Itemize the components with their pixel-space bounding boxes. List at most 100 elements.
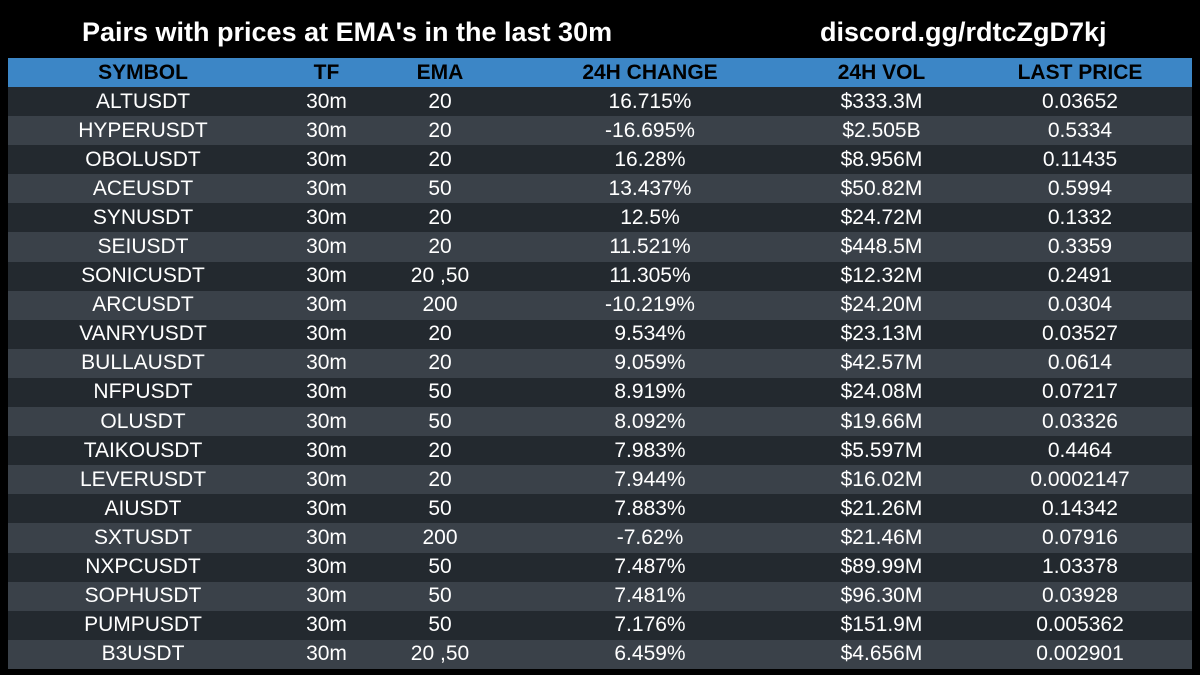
change-cell: 11.521% xyxy=(609,235,691,259)
table-row[interactable]: SONICUSDT 30m 20 ,50 11.305% $12.32M 0.2491 xyxy=(8,261,1192,291)
symbol-cell: AIUSDT xyxy=(104,496,182,520)
price-cell: 0.07217 xyxy=(1042,380,1118,404)
table-row[interactable]: PUMPUSDT 30m 50 7.176% $151.9M 0.005362 xyxy=(8,610,1192,640)
change-cell: -7.62% xyxy=(616,525,684,549)
symbol-cell: HYPERUSDT xyxy=(78,118,208,142)
symbol-cell: ARCUSDT xyxy=(92,293,194,317)
change-cell: 11.305% xyxy=(609,264,691,288)
volume-cell: $89.99M xyxy=(840,555,923,579)
ema-cell: 20 xyxy=(428,467,452,491)
change-cell: 8.092% xyxy=(614,409,686,433)
tf-cell: 30m xyxy=(306,584,347,608)
symbol-cell: SONICUSDT xyxy=(81,264,205,288)
column-header-ema[interactable]: EMA xyxy=(416,60,464,84)
volume-cell: $24.20M xyxy=(840,293,923,317)
change-cell: 16.28% xyxy=(614,147,686,171)
ema-cell: 20 xyxy=(428,322,452,346)
symbol-cell: ALTUSDT xyxy=(95,89,191,113)
column-header-symbol[interactable]: SYMBOL xyxy=(98,60,188,84)
table-row[interactable]: HYPERUSDT 30m 20 -16.695% $2.505B 0.5334 xyxy=(8,116,1192,146)
symbol-cell: B3USDT xyxy=(101,642,185,666)
volume-cell: $16.02M xyxy=(840,467,923,491)
ema-cell: 20 xyxy=(428,205,452,229)
table-row[interactable]: NFPUSDT 30m 50 8.919% $24.08M 0.07217 xyxy=(8,377,1192,408)
table-row[interactable]: SOPHUSDT 30m 50 7.481% $96.30M 0.03928 xyxy=(8,581,1192,611)
table-row[interactable]: ALTUSDT 30m 20 16.715% $333.3M 0.03652 xyxy=(8,87,1192,117)
volume-cell: $333.3M xyxy=(840,89,923,113)
ema-cell: 20 ,50 xyxy=(410,264,470,288)
column-header-24h-change[interactable]: 24H CHANGE xyxy=(582,60,718,84)
price-cell: 0.2491 xyxy=(1047,264,1113,288)
tf-cell: 30m xyxy=(306,642,347,666)
price-cell: 0.07916 xyxy=(1042,525,1118,549)
price-cell: 0.03928 xyxy=(1042,584,1118,608)
change-cell: -10.219% xyxy=(605,293,695,317)
tf-cell: 30m xyxy=(306,351,347,375)
tf-cell: 30m xyxy=(306,409,347,433)
discord-link[interactable]: discord.gg/rdtcZgD7kj xyxy=(820,17,1107,47)
price-cell: 0.3359 xyxy=(1047,235,1113,259)
column-header-24h-vol[interactable]: 24H VOL xyxy=(837,60,926,84)
column-header-tf[interactable]: TF xyxy=(313,60,340,84)
table-row[interactable]: OBOLUSDT 30m 20 16.28% $8.956M 0.11435 xyxy=(8,145,1192,175)
tf-cell: 30m xyxy=(306,555,347,579)
ema-cell: 20 xyxy=(428,438,452,462)
change-cell: 12.5% xyxy=(620,205,680,229)
tf-cell: 30m xyxy=(306,235,347,259)
tf-cell: 30m xyxy=(306,176,347,200)
symbol-cell: ACEUSDT xyxy=(92,176,194,200)
volume-cell: $5.597M xyxy=(840,438,923,462)
table-row[interactable]: ARCUSDT 30m 200 -10.219% $24.20M 0.0304 xyxy=(8,290,1192,320)
table-row[interactable]: AIUSDT 30m 50 7.883% $21.26M 0.14342 xyxy=(8,494,1192,524)
change-cell: 8.919% xyxy=(614,380,686,404)
table-row[interactable]: LEVERUSDT 30m 20 7.944% $16.02M 0.0002147 xyxy=(8,465,1192,495)
symbol-cell: SOPHUSDT xyxy=(84,584,202,608)
table-row[interactable]: SYNUSDT 30m 20 12.5% $24.72M 0.1332 xyxy=(8,203,1192,233)
ema-cell: 50 xyxy=(428,176,452,200)
price-cell: 0.03326 xyxy=(1042,409,1118,433)
tf-cell: 30m xyxy=(306,322,347,346)
volume-cell: $8.956M xyxy=(840,147,923,171)
tf-cell: 30m xyxy=(306,525,347,549)
table-row[interactable]: OLUSDT 30m 50 8.092% $19.66M 0.03326 xyxy=(8,407,1192,437)
page-title: Pairs with prices at EMA's in the last 3… xyxy=(82,17,613,47)
price-cell: 0.0614 xyxy=(1047,351,1113,375)
column-header-last-price[interactable]: LAST PRICE xyxy=(1017,60,1143,84)
table-body: ALTUSDT 30m 20 16.715% $333.3M 0.03652 HYPERUS… xyxy=(8,87,1192,669)
table-row[interactable]: NXPCUSDT 30m 50 7.487% $89.99M 1.03378 xyxy=(8,552,1192,582)
symbol-cell: NFPUSDT xyxy=(93,380,193,404)
table-row[interactable]: ACEUSDT 30m 50 13.437% $50.82M 0.5994 xyxy=(8,174,1192,204)
change-cell: 7.944% xyxy=(614,467,686,491)
ema-cell: 50 xyxy=(428,584,452,608)
table-row[interactable]: B3USDT 30m 20 ,50 6.459% $4.656M 0.002901 xyxy=(8,639,1192,669)
table-row[interactable]: TAIKOUSDT 30m 20 7.983% $5.597M 0.4464 xyxy=(8,436,1192,466)
volume-cell: $4.656M xyxy=(840,642,923,666)
table-row[interactable]: VANRYUSDT 30m 20 9.534% $23.13M 0.03527 xyxy=(8,319,1192,349)
table-row[interactable]: SXTUSDT 30m 200 -7.62% $21.46M 0.07916 xyxy=(8,523,1192,553)
volume-cell: $19.66M xyxy=(840,409,923,433)
symbol-cell: BULLAUSDT xyxy=(81,351,205,375)
tf-cell: 30m xyxy=(306,467,347,491)
change-cell: 7.481% xyxy=(614,584,686,608)
volume-cell: $24.72M xyxy=(840,205,923,229)
change-cell: 9.534% xyxy=(614,322,686,346)
price-cell: 0.11435 xyxy=(1042,147,1118,171)
change-cell: -16.695% xyxy=(605,118,695,142)
table-row[interactable]: SEIUSDT 30m 20 11.521% $448.5M 0.3359 xyxy=(8,232,1192,262)
tf-cell: 30m xyxy=(306,438,347,462)
table-row[interactable]: BULLAUSDT 30m 20 9.059% $42.57M 0.0614 xyxy=(8,348,1192,378)
symbol-cell: NXPCUSDT xyxy=(85,555,201,579)
ema-cell: 50 xyxy=(428,613,452,637)
symbol-cell: VANRYUSDT xyxy=(79,322,207,346)
price-cell: 0.14342 xyxy=(1042,496,1118,520)
volume-cell: $42.57M xyxy=(840,351,923,375)
volume-cell: $448.5M xyxy=(840,235,923,259)
symbol-cell: SEIUSDT xyxy=(97,235,189,259)
price-cell: 0.5994 xyxy=(1047,176,1113,200)
symbol-cell: SXTUSDT xyxy=(93,525,192,549)
price-cell: 0.002901 xyxy=(1036,642,1124,666)
symbol-cell: OLUSDT xyxy=(100,409,186,433)
table-header-row: SYMBOL TF EMA 24H CHANGE 24H VOL LAST PR… xyxy=(8,58,1192,87)
tf-cell: 30m xyxy=(306,264,347,288)
change-cell: 7.883% xyxy=(614,496,686,520)
